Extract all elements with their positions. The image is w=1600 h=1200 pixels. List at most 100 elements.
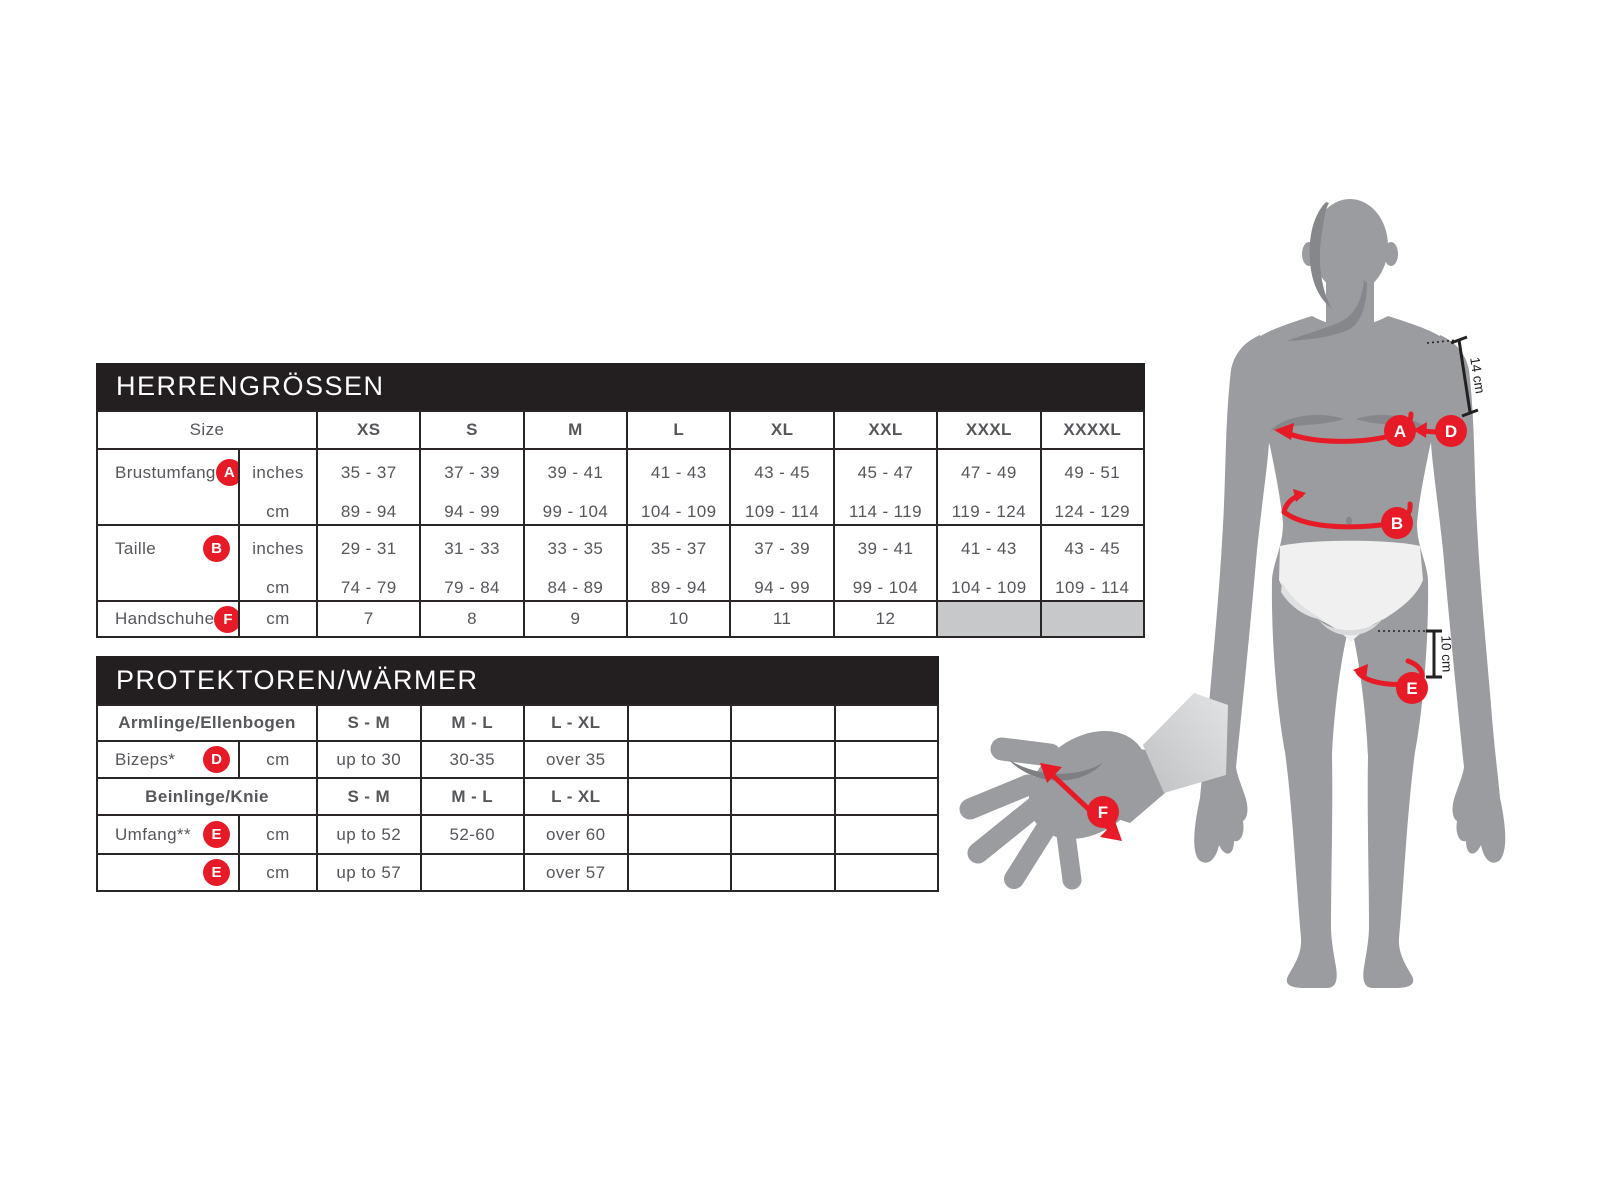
unit-cm: cm — [238, 740, 318, 779]
figure-badges: A D B E — [1381, 415, 1467, 704]
empty-cell — [730, 740, 836, 779]
mens-sizes-section: HERRENGRÖSSEN Size XS S M L XL XXL XXXL … — [95, 363, 1146, 638]
chest-cm-xl: 109 - 114 — [745, 502, 820, 521]
size-label-cell: Size — [95, 410, 319, 450]
palm-shadow — [1008, 759, 1103, 781]
chest-in-xl: 43 - 45 — [754, 463, 810, 482]
waist-cm-s: 79 - 84 — [444, 578, 500, 597]
empty-cell — [626, 704, 732, 742]
chest-in-m: 39 - 41 — [547, 463, 604, 482]
empty-cell — [730, 704, 836, 742]
arm-col-sm: S - M — [316, 704, 422, 742]
index-finger — [959, 774, 1039, 820]
unit-inches: inches — [252, 463, 304, 482]
waist-in-s: 31 - 33 — [444, 539, 500, 558]
glove-l: 10 — [626, 600, 732, 638]
protectors-title: PROTEKTOREN/WÄRMER — [116, 664, 479, 695]
chest-row: Brustumfang A inches cm 35 - 37 89 - 94 3… — [96, 448, 1146, 526]
svg-text:E: E — [1406, 679, 1417, 698]
size-col-m: M — [522, 410, 629, 450]
arm-warmers-header-row: Armlinge/Ellenbogen S - M M - L L - XL — [96, 704, 939, 742]
unit-cm: cm — [237, 600, 319, 638]
biceps-lxl: over 35 — [523, 740, 629, 779]
badge-f: F — [214, 605, 237, 633]
size-col-xl: XL — [729, 410, 835, 450]
head — [1312, 199, 1388, 293]
size-col-xxxl: XXXL — [936, 410, 1042, 450]
unit-cm: cm — [266, 502, 290, 521]
circ2-ml — [419, 853, 525, 892]
glove-s: 8 — [419, 600, 525, 638]
leg-col-sm: S - M — [316, 777, 422, 816]
svg-text:A: A — [1394, 422, 1406, 441]
waist-in-xxxxl: 43 - 45 — [1064, 539, 1121, 558]
waist-label: Taille — [115, 539, 157, 558]
figure-badge-f — [1087, 796, 1119, 828]
gloves-row: Handschuhe F cm 7 8 9 10 11 12 — [96, 600, 1146, 638]
arm-col-ml: M - L — [419, 704, 525, 742]
chest-cm-s: 94 - 99 — [444, 502, 500, 521]
leg-warmers-header: Beinlinge/Knie — [96, 777, 318, 816]
right-ear — [1384, 242, 1398, 266]
empty-cell — [833, 704, 939, 742]
empty-cell — [626, 853, 732, 892]
unit-inches: inches — [252, 539, 304, 558]
biceps-ml: 30-35 — [419, 740, 525, 779]
chest-cm-xxxl: 119 - 124 — [951, 502, 1026, 521]
waist-in-xs: 29 - 31 — [340, 539, 397, 558]
svg-text:F: F — [1098, 803, 1108, 822]
waist-in-xxl: 39 - 41 — [857, 539, 914, 558]
biceps-label: Bizeps* — [115, 749, 176, 769]
empty-cell — [626, 814, 732, 855]
empty-cell — [833, 740, 939, 779]
chest-label: Brustumfang — [115, 463, 216, 482]
thumb — [990, 737, 1062, 767]
chest-cm-m: 99 - 104 — [542, 502, 609, 521]
chest-in-xs: 35 - 37 — [340, 463, 397, 482]
waist-in-xl: 37 - 39 — [754, 539, 810, 558]
biceps-sm: up to 30 — [316, 740, 422, 779]
figure-badge-d — [1435, 415, 1467, 447]
empty-cell — [833, 853, 939, 892]
empty-cell — [730, 814, 836, 855]
waist-measure-line — [1281, 509, 1401, 530]
right-arm — [1431, 335, 1506, 863]
thigh-circumference-row-2: E cm up to 57 over 57 — [96, 853, 939, 892]
waist-cm-xxl: 99 - 104 — [852, 578, 919, 597]
red-arrowheads — [1274, 422, 1427, 680]
size-header-row: Size XS S M L XL XXL XXXL XXXXL — [95, 410, 1146, 450]
mens-sizes-title: HERRENGRÖSSEN — [116, 371, 385, 401]
waist-cm-xxxxl: 109 - 114 — [1055, 578, 1130, 597]
size-col-xxl: XXL — [832, 410, 939, 450]
circ2-sm: up to 57 — [316, 853, 422, 892]
badge-e: E — [203, 821, 230, 848]
arm-length-label: 14 cm — [1467, 356, 1488, 395]
torso-and-legs — [1249, 316, 1451, 988]
chest-cm-xs: 89 - 94 — [340, 502, 397, 521]
glove-xxl: 12 — [832, 600, 939, 638]
empty-cell — [833, 814, 939, 855]
chest-in-xxxl: 47 - 49 — [960, 463, 1017, 482]
figure-badge-b — [1381, 507, 1413, 539]
waist-in-l: 35 - 37 — [650, 539, 707, 558]
glove-xl: 11 — [729, 600, 835, 638]
size-col-xs: XS — [316, 410, 422, 450]
svg-text:D: D — [1445, 422, 1457, 441]
protectors-title-bar: PROTEKTOREN/WÄRMER — [96, 656, 939, 704]
thigh-circumference-row: Umfang** E cm up to 52 52-60 over 60 — [96, 814, 939, 855]
arm-warmers-header: Armlinge/Ellenbogen — [96, 704, 318, 742]
middle-finger — [967, 796, 1046, 864]
circ-ml: 52-60 — [419, 814, 525, 855]
unit-cm: cm — [266, 578, 290, 597]
mens-sizes-title-bar: HERRENGRÖSSEN — [96, 363, 1145, 410]
unit-cm: cm — [238, 853, 318, 892]
circ-lxl: over 60 — [523, 814, 629, 855]
badge-e: E — [203, 859, 230, 886]
figure-badge-e — [1396, 672, 1428, 704]
chest-cm-xxl: 114 - 119 — [849, 502, 922, 521]
pinky-finger — [1056, 825, 1082, 890]
briefs — [1279, 540, 1423, 642]
leg-warmers-header-row: Beinlinge/Knie S - M M - L L - XL — [96, 777, 939, 816]
glove-xxxl-empty — [936, 600, 1042, 638]
leg-col-ml: M - L — [419, 777, 525, 816]
